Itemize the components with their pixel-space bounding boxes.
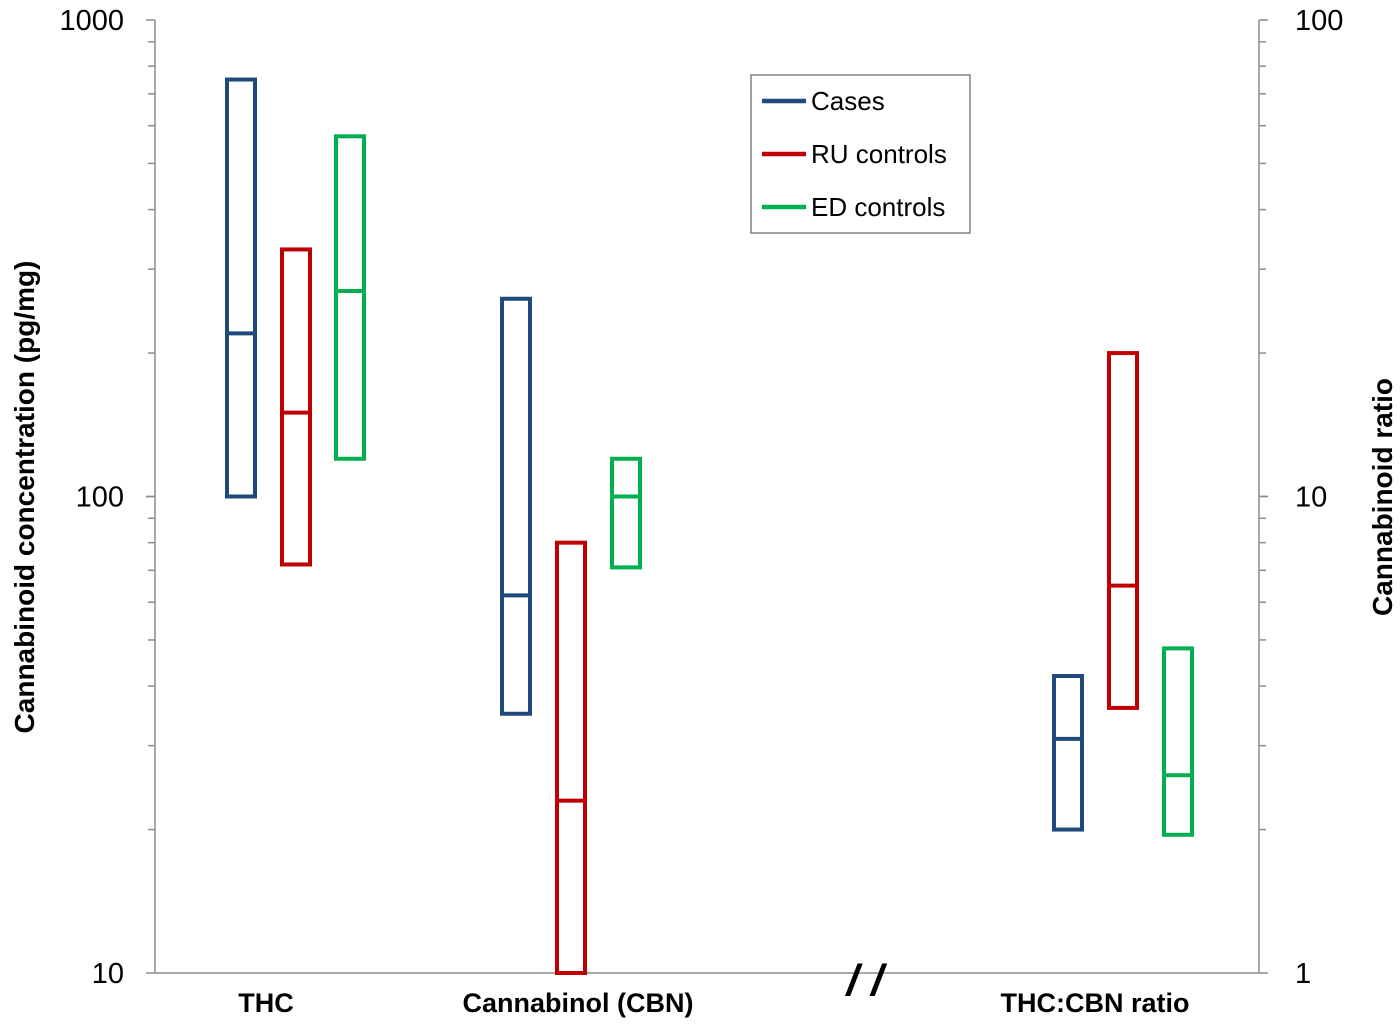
legend: Cases RU controls ED controls	[750, 74, 971, 234]
box	[1107, 351, 1139, 710]
box	[334, 134, 366, 461]
box	[1162, 646, 1194, 837]
right-axis-title: Cannabinoid ratio	[1367, 378, 1398, 616]
category-labels: THC Cannabinol (CBN) THC:CBN ratio	[238, 988, 1189, 1018]
box	[225, 77, 257, 499]
left-axis-tick-label: 1000	[59, 5, 124, 37]
series-ru-controls	[280, 247, 1139, 975]
legend-item-ed-controls: ED controls	[762, 192, 945, 222]
category-label-cbn: Cannabinol (CBN)	[463, 988, 694, 1018]
series-cases	[225, 77, 1084, 832]
box	[610, 456, 642, 570]
legend-item-ru-controls: RU controls	[762, 139, 947, 169]
box	[1052, 674, 1084, 832]
left-axis: 1000 100 10	[59, 5, 1259, 990]
box	[500, 296, 532, 716]
category-label-ratio: THC:CBN ratio	[1001, 988, 1190, 1018]
category-label-thc: THC	[238, 988, 294, 1018]
legend-label-ed-controls: ED controls	[811, 192, 945, 222]
box	[555, 540, 587, 975]
legend-label-ru-controls: RU controls	[811, 139, 947, 169]
box	[280, 247, 312, 567]
right-axis-tick-label: 100	[1295, 5, 1343, 37]
right-axis-tick-label: 1	[1295, 958, 1311, 990]
axis-break-mark: / /	[845, 956, 888, 1005]
left-axis-title: Cannabinoid concentration (pg/mg)	[9, 261, 40, 734]
left-axis-tick-label: 10	[92, 958, 124, 990]
series-ed-controls	[334, 134, 1194, 837]
left-axis-tick-label: 100	[76, 482, 124, 514]
legend-item-cases: Cases	[762, 86, 885, 116]
right-axis-tick-label: 10	[1295, 482, 1327, 514]
box-series	[225, 77, 1194, 975]
right-axis: 100 10 1	[1258, 5, 1343, 990]
legend-label-cases: Cases	[811, 86, 885, 116]
